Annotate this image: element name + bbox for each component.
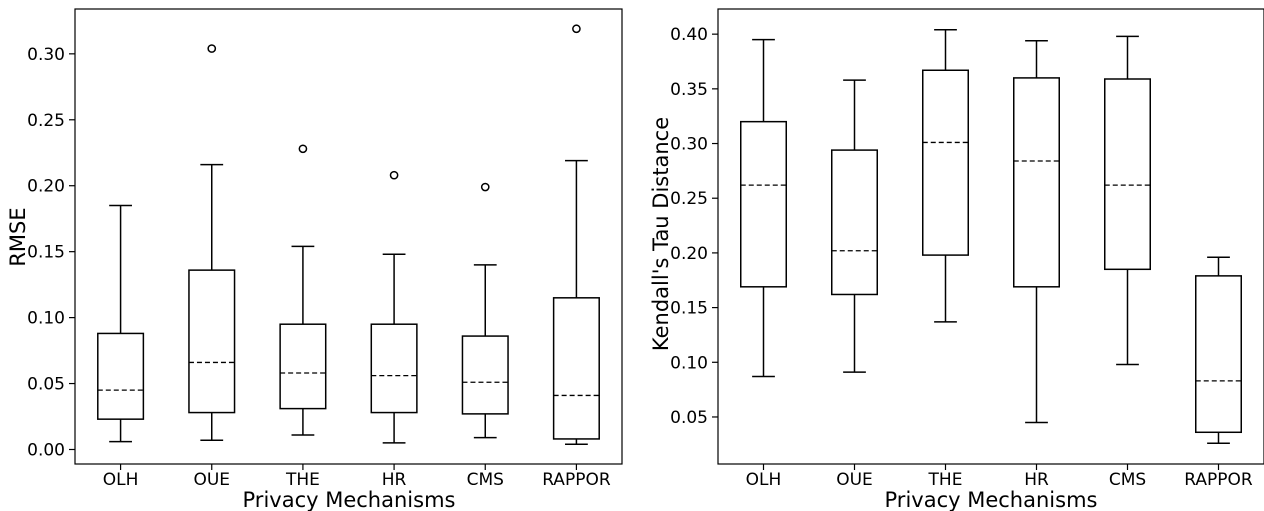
rmse-x-tick-label: THE <box>285 470 320 490</box>
kendall-tau-plot-area <box>717 8 1264 465</box>
rmse-y-axis-title: RMSE <box>6 207 30 266</box>
kendall-tau-x-axis-title: Privacy Mechanisms <box>885 488 1098 511</box>
outlier-point <box>572 24 581 34</box>
kendall-tau-y-tick-label: 0.40 <box>670 25 708 45</box>
iqr-box <box>1195 275 1242 434</box>
kendall-tau-y-tick-label: 0.35 <box>670 80 708 100</box>
kendall-tau-x-tick-label: OLH <box>746 470 782 490</box>
rmse-box-hr <box>370 170 418 444</box>
rmse-plot-frame <box>74 8 623 465</box>
kendall-tau-y-axis-title: Kendall's Tau Distance <box>649 117 673 351</box>
iqr-box <box>1104 78 1151 271</box>
kendall-tau-x-tick-label: HR <box>1024 470 1049 490</box>
kendall-tau-box-oue <box>831 79 878 373</box>
iqr-box <box>552 297 600 440</box>
kendall-tau-box-the <box>922 29 969 323</box>
iqr-box <box>740 120 787 288</box>
rmse-box-olh <box>97 204 145 443</box>
kendall-tau-panel: 0.05 0.10 0.15 0.20 0.25 0.30 0.35 0.40 OLH OUE T… <box>649 8 1264 511</box>
kendall-tau-box-rappor <box>1195 256 1242 444</box>
iqr-box <box>279 323 327 410</box>
kendall-tau-y-tick-label: 0.10 <box>670 353 708 373</box>
outlier-point <box>480 182 490 192</box>
kendall-tau-y-axis: 0.05 0.10 0.15 0.20 0.25 0.30 0.35 0.40 <box>670 25 718 428</box>
rmse-x-axis: OLH OUE THE HR CMS RAPPOR <box>103 464 611 490</box>
outlier-point <box>298 144 308 154</box>
kendall-tau-y-tick-label: 0.30 <box>670 135 708 155</box>
rmse-x-axis-title: Privacy Mechanisms <box>243 488 456 511</box>
kendall-tau-x-axis: OLH OUE THE HR CMS RAPPOR <box>746 464 1253 490</box>
kendall-tau-box-olh <box>740 38 787 378</box>
kendall-tau-x-tick-label: CMS <box>1109 470 1146 490</box>
kendall-tau-x-tick-label: RAPPOR <box>1184 470 1253 490</box>
rmse-x-tick-label: OLH <box>103 470 139 490</box>
rmse-box-rappor <box>552 24 600 445</box>
iqr-box <box>831 149 878 296</box>
kendall-tau-x-tick-label: OUE <box>836 470 873 490</box>
rmse-x-tick-label: OUE <box>193 470 230 490</box>
outlier-point <box>207 44 217 53</box>
kendall-tau-box-hr <box>1013 39 1060 424</box>
rmse-y-tick-label: 0.15 <box>27 243 65 263</box>
rmse-x-tick-label: HR <box>382 470 407 490</box>
rmse-y-axis: 0.00 0.05 0.10 0.15 0.20 0.25 0.30 <box>27 45 75 460</box>
kendall-tau-y-tick-label: 0.15 <box>670 299 708 319</box>
kendall-tau-y-tick-label: 0.05 <box>670 408 708 428</box>
rmse-plot-area <box>74 8 623 465</box>
rmse-y-tick-label: 0.05 <box>27 375 65 395</box>
rmse-x-tick-label: CMS <box>467 470 504 490</box>
kendall-tau-y-tick-label: 0.20 <box>670 244 708 264</box>
iqr-box <box>922 69 969 256</box>
rmse-box-cms <box>461 182 509 439</box>
kendall-tau-box-cms <box>1104 35 1151 366</box>
iqr-box <box>97 332 145 420</box>
kendall-tau-y-tick-label: 0.25 <box>670 189 708 209</box>
kendall-tau-x-tick-label: THE <box>928 470 963 490</box>
rmse-y-tick-label: 0.20 <box>27 177 65 197</box>
iqr-box <box>1013 77 1060 288</box>
rmse-y-tick-label: 0.30 <box>27 45 65 65</box>
rmse-y-tick-label: 0.10 <box>27 309 65 329</box>
iqr-box <box>188 269 236 414</box>
kendall-tau-plot-frame <box>717 8 1264 465</box>
iqr-box <box>370 323 418 414</box>
rmse-panel: 0.00 0.05 0.10 0.15 0.20 0.25 0.30 OLH OUE THE HR… <box>6 8 623 511</box>
rmse-y-tick-label: 0.25 <box>27 111 65 131</box>
rmse-x-tick-label: RAPPOR <box>542 470 611 490</box>
outlier-point <box>389 170 399 180</box>
rmse-y-tick-label: 0.00 <box>27 440 65 460</box>
iqr-box <box>461 335 509 415</box>
rmse-box-the <box>279 144 327 436</box>
rmse-box-oue <box>188 44 236 442</box>
